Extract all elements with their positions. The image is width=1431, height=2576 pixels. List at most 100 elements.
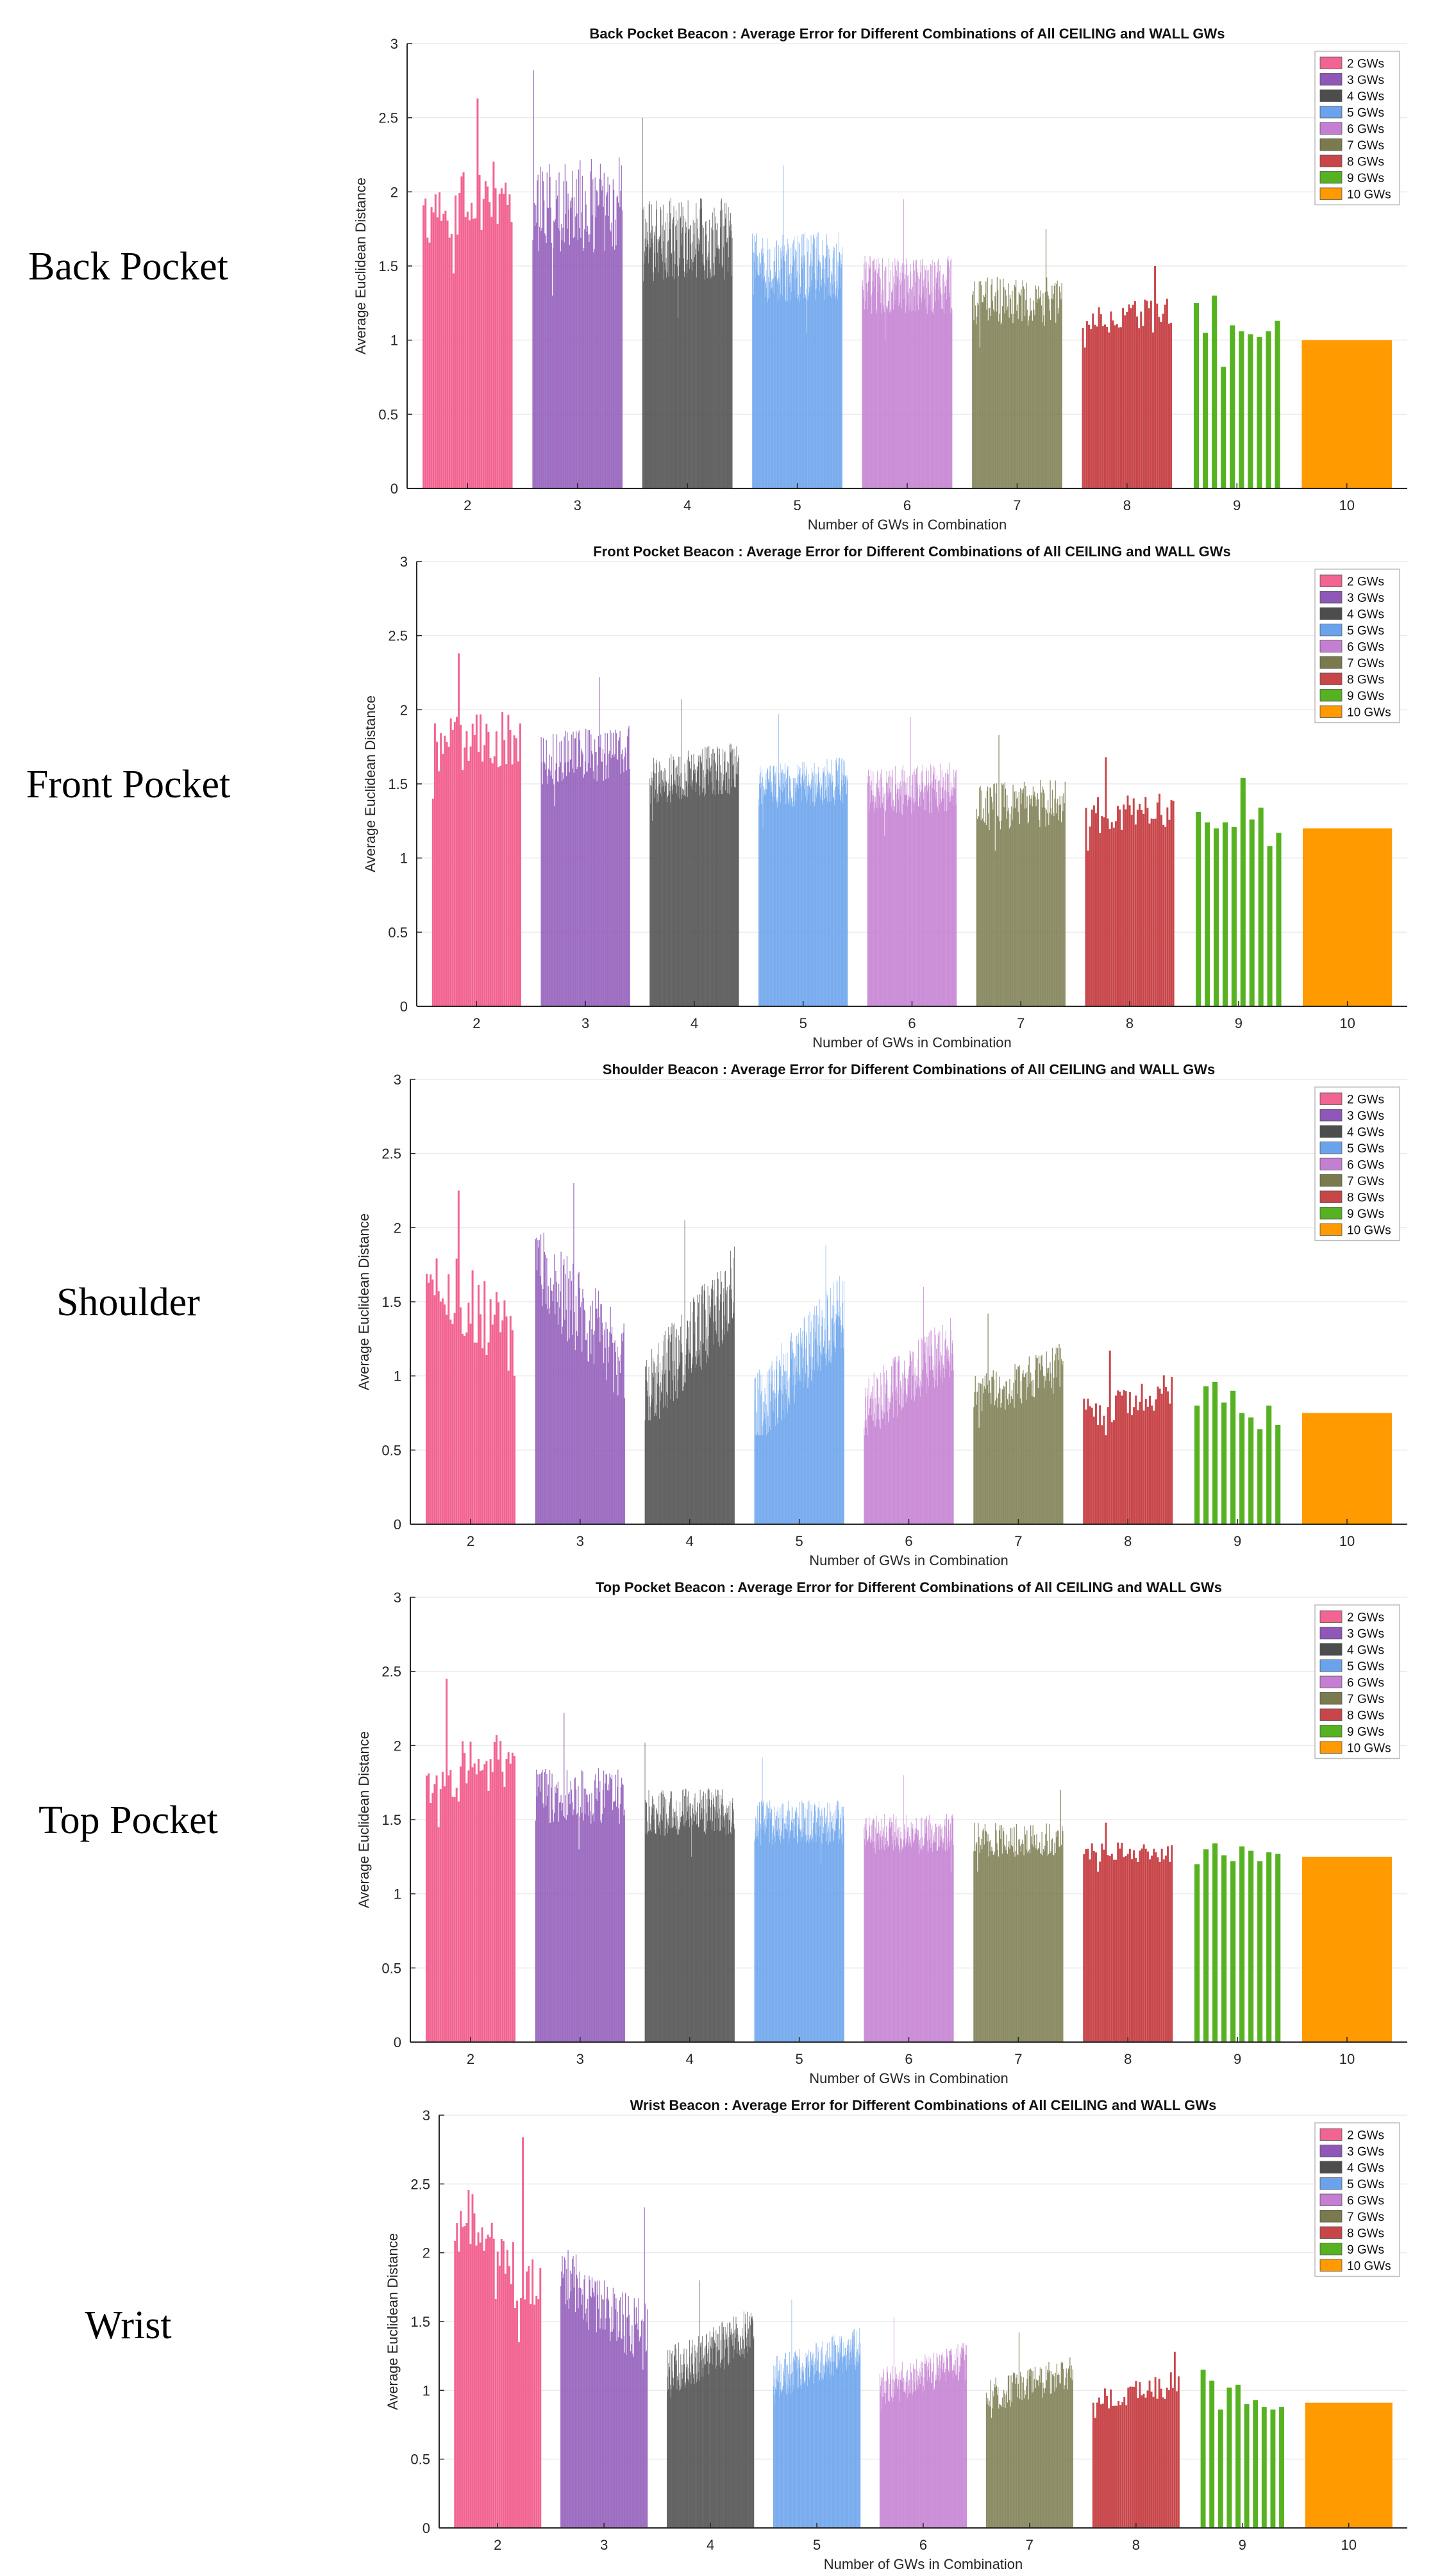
bar [1014, 285, 1015, 488]
bar [919, 1386, 920, 1524]
bar [1112, 1420, 1115, 1524]
bar [608, 1347, 610, 1524]
chart-row-front-pocket: Front Pocket 2 3 4 5 6 7 8 9 10 0 0.5 1 1.5 2 2.5 3 Fron… [0, 544, 1431, 1050]
bar [703, 1832, 705, 2042]
bar [922, 258, 923, 488]
bar [1141, 1383, 1143, 1524]
bar [935, 799, 937, 1006]
bar [576, 1331, 578, 1524]
bar [1014, 808, 1016, 1006]
bar [793, 240, 794, 488]
bar [986, 310, 987, 488]
bar [644, 2303, 646, 2528]
bar [828, 1340, 830, 1524]
bar [708, 1789, 710, 2042]
bar-group-10-gws [1301, 1413, 1393, 1524]
bar [1043, 789, 1044, 1006]
bar [804, 788, 805, 1006]
bar [551, 778, 553, 1006]
bar [1063, 793, 1064, 1006]
bar [782, 1818, 783, 2042]
bar [889, 312, 891, 488]
bar [905, 1846, 906, 2042]
bar [471, 1767, 474, 2042]
bar [703, 1791, 704, 2042]
legend-swatch [1319, 154, 1343, 167]
bar [754, 1378, 755, 1524]
bar [946, 774, 948, 1006]
bar [898, 788, 899, 1006]
bar [549, 770, 551, 1006]
bar [663, 1807, 664, 2042]
bar [828, 786, 829, 1006]
bar [434, 194, 437, 488]
bar [931, 812, 932, 1006]
bar [1239, 331, 1244, 488]
bar [681, 202, 682, 488]
bar [1021, 321, 1023, 488]
bar [722, 1789, 723, 2042]
bar [726, 772, 728, 1006]
bar [951, 786, 953, 1006]
bar [806, 803, 807, 1006]
bar [794, 1810, 796, 2042]
bar [817, 1315, 819, 1524]
bar [1157, 1386, 1159, 1524]
bar [653, 770, 654, 1006]
bar [769, 282, 770, 488]
bar [836, 1313, 837, 1524]
bar [655, 789, 656, 1006]
bar [785, 2353, 786, 2528]
bar [719, 790, 721, 1006]
bar [819, 254, 820, 488]
bar [711, 753, 712, 1006]
bar [839, 252, 840, 488]
bar [569, 772, 570, 1006]
x-tick-label: 10 [1339, 1015, 1355, 1031]
bar [682, 2379, 683, 2528]
bar [837, 786, 838, 1006]
bar [819, 1345, 820, 1524]
bar [671, 2353, 672, 2528]
bar [567, 1815, 569, 2042]
bar [1003, 1385, 1005, 1524]
bar [805, 299, 807, 488]
bar [1101, 326, 1104, 488]
bar [1266, 1405, 1272, 1524]
bar [658, 1828, 660, 2042]
bar [644, 1742, 646, 2042]
bar [665, 1406, 666, 1524]
bar [835, 295, 836, 488]
bar [843, 1816, 844, 2042]
bar-group-6-gws [867, 717, 957, 1006]
bar [565, 776, 567, 1006]
bar [787, 1413, 788, 1524]
bar [1112, 827, 1115, 1006]
bar [909, 288, 910, 488]
bar [680, 2354, 682, 2528]
bar [1055, 1354, 1056, 1524]
bar [894, 806, 895, 1006]
bar [824, 2372, 826, 2528]
bar [473, 735, 476, 1006]
bar [578, 730, 580, 1006]
bar [457, 1801, 460, 2042]
bar [592, 754, 593, 1006]
bar [801, 2388, 802, 2528]
bar [665, 1392, 667, 1524]
bar [557, 781, 558, 1006]
bar [489, 1759, 492, 2042]
bar [550, 207, 551, 488]
bar [669, 1798, 671, 2042]
bar [703, 788, 705, 1006]
bar [789, 1377, 791, 1524]
bar [508, 194, 511, 488]
bar [494, 188, 497, 488]
bar [711, 1800, 712, 2042]
bar [943, 798, 944, 1006]
bar [1110, 1854, 1113, 2042]
bar [1094, 1403, 1097, 1524]
bar [1117, 327, 1120, 488]
bar [617, 2337, 619, 2528]
